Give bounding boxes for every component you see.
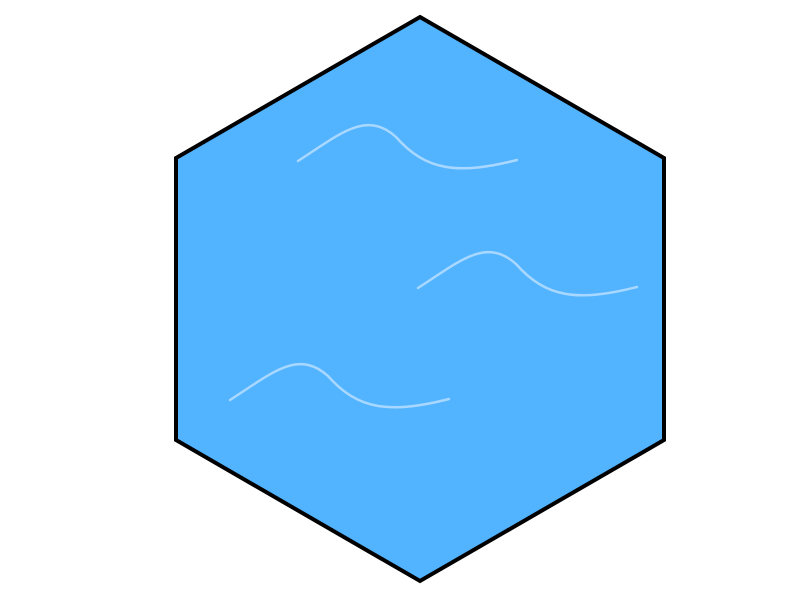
wave-line (228, 362, 451, 409)
water-hex-tile[interactable] (174, 14, 666, 584)
wave-line (416, 250, 639, 297)
wave-group (228, 123, 639, 409)
wave-line (296, 123, 519, 170)
